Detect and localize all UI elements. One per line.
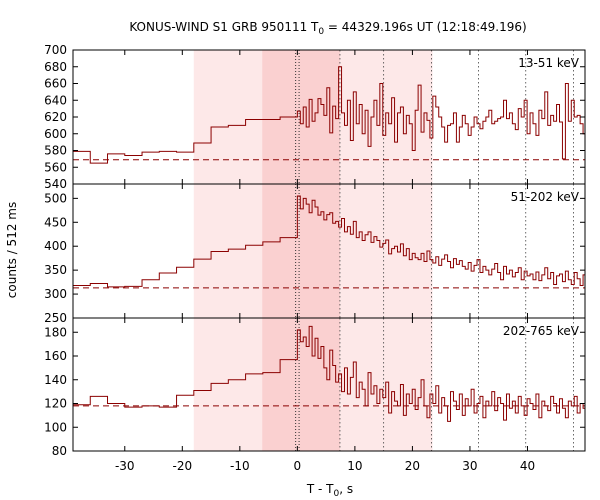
panel-2: 250 300 350 400 450 500 51-202 keV bbox=[44, 183, 586, 325]
chart-title: KONUS-WIND S1 GRB 950111 T0 = 44329.196s… bbox=[129, 20, 526, 37]
panel-3: 80 100 120 140 160 180 202-765 keV bbox=[44, 317, 586, 458]
x-tick-label: 20 bbox=[405, 459, 420, 473]
x-axis-title: T - T0, s bbox=[306, 482, 353, 499]
shaded-interval bbox=[262, 318, 340, 451]
y-tick-label: 600 bbox=[44, 127, 67, 141]
x-tick-label: 0 bbox=[294, 459, 302, 473]
y-tick-label: 400 bbox=[44, 239, 67, 253]
chart-title-rest: = 44329.196s UT (12:18:49.196) bbox=[324, 20, 527, 34]
panel-energy-label: 13-51 keV bbox=[518, 56, 580, 70]
panel-1: 540 560 580 600 620 640 660 680 700 13-51 keV bbox=[44, 43, 586, 191]
y-tick-label: 300 bbox=[44, 287, 67, 301]
lightcurve-series bbox=[73, 325, 585, 422]
y-tick-label: 580 bbox=[44, 144, 67, 158]
lightcurve-series bbox=[73, 195, 585, 288]
shaded-interval bbox=[262, 184, 340, 318]
x-axis-title-rest: , s bbox=[339, 482, 353, 496]
y-tick-label: 680 bbox=[44, 60, 67, 74]
panel-content bbox=[73, 184, 585, 318]
y-tick-label: 660 bbox=[44, 77, 67, 91]
y-tick-label: 140 bbox=[44, 373, 67, 387]
x-tick-label: -30 bbox=[115, 459, 135, 473]
shaded-interval bbox=[262, 50, 340, 184]
lightcurve-series bbox=[73, 66, 585, 164]
panel-energy-label: 51-202 keV bbox=[511, 190, 580, 204]
x-tick-label: -10 bbox=[230, 459, 250, 473]
y-tick-label: 450 bbox=[44, 215, 67, 229]
y-tick-label: 540 bbox=[44, 177, 67, 191]
x-tick-label: 10 bbox=[347, 459, 362, 473]
y-tick-label: 700 bbox=[44, 43, 67, 57]
x-tick-label: 40 bbox=[520, 459, 535, 473]
y-tick-label: 120 bbox=[44, 397, 67, 411]
panel-content bbox=[73, 50, 585, 184]
y-tick-label: 640 bbox=[44, 93, 67, 107]
y-tick-label: 180 bbox=[44, 325, 67, 339]
y-tick-label: 500 bbox=[44, 191, 67, 205]
y-axis-title: counts / 512 ms bbox=[5, 202, 19, 298]
y-tick-label: 350 bbox=[44, 263, 67, 277]
panel-frame bbox=[72, 317, 586, 452]
x-tick-label: 30 bbox=[462, 459, 477, 473]
y-tick-label: 560 bbox=[44, 160, 67, 174]
panel-energy-label: 202-765 keV bbox=[503, 324, 580, 338]
y-tick-label: 80 bbox=[52, 444, 67, 458]
plot-area: 540 560 580 600 620 640 660 680 700 13-51 keV 250 3… bbox=[44, 43, 586, 473]
x-tick-label: -20 bbox=[172, 459, 192, 473]
y-tick-label: 620 bbox=[44, 110, 67, 124]
x-axis-title-subscript: 0 bbox=[334, 489, 340, 499]
panel-content bbox=[73, 318, 585, 451]
y-tick-label: 100 bbox=[44, 420, 67, 434]
y-tick-label: 160 bbox=[44, 349, 67, 363]
chart-title-subscript: 0 bbox=[318, 27, 324, 37]
y-tick-label: 250 bbox=[44, 311, 67, 325]
